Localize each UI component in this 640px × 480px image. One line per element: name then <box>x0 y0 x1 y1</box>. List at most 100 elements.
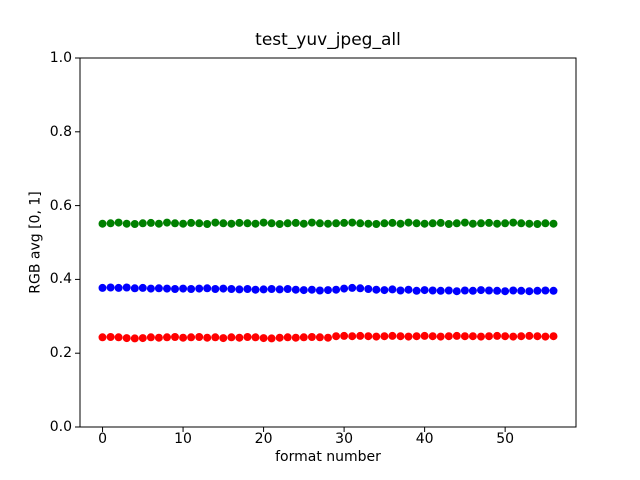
data-point-blue <box>517 286 526 295</box>
data-point-green <box>154 219 163 228</box>
data-point-blue <box>291 285 300 294</box>
data-point-red <box>195 333 204 341</box>
data-point-green <box>541 219 550 228</box>
data-point-red <box>291 333 300 342</box>
data-point-green <box>307 218 316 227</box>
data-point-green <box>283 219 292 228</box>
x-tick-label: 50 <box>496 431 515 447</box>
x-tick-label: 20 <box>254 431 273 447</box>
data-point-green <box>533 220 542 228</box>
data-point-red <box>485 332 493 341</box>
data-point-green <box>324 219 332 228</box>
data-point-red <box>388 331 397 340</box>
data-point-green <box>468 219 477 228</box>
data-point-blue <box>460 286 469 295</box>
data-point-green <box>291 218 300 227</box>
x-tick-label: 0 <box>98 431 107 447</box>
data-point-green <box>130 220 139 228</box>
data-point-green <box>380 219 389 228</box>
x-axis-label: format number <box>275 449 381 465</box>
data-point-green <box>356 219 365 228</box>
data-point-green <box>412 219 421 228</box>
data-point-red <box>259 334 268 343</box>
data-point-green <box>420 219 429 228</box>
data-point-red <box>122 334 131 343</box>
data-point-red <box>509 332 518 341</box>
data-point-blue <box>404 285 413 294</box>
data-point-red <box>187 333 196 342</box>
data-point-blue <box>227 285 236 293</box>
data-point-blue <box>275 285 284 294</box>
data-point-red <box>356 331 365 340</box>
data-point-blue <box>283 285 292 293</box>
data-point-blue <box>356 284 365 293</box>
data-point-blue <box>372 285 381 294</box>
data-point-red <box>324 333 332 342</box>
y-tick-label: 0.4 <box>49 271 72 288</box>
data-point-red <box>227 333 236 342</box>
data-point-red <box>98 333 107 342</box>
data-point-blue <box>251 285 260 294</box>
data-point-blue <box>130 284 139 293</box>
data-point-blue <box>332 285 341 294</box>
data-point-blue <box>98 283 107 292</box>
data-point-blue <box>267 285 276 293</box>
data-point-blue <box>315 286 324 295</box>
data-point-red <box>460 332 469 341</box>
y-tick-label: 1.0 <box>49 50 72 66</box>
data-point-green <box>251 219 260 228</box>
data-point-green <box>106 219 115 228</box>
data-point-blue <box>299 286 308 295</box>
data-point-blue <box>146 284 155 293</box>
data-point-blue <box>211 285 220 293</box>
data-point-blue <box>171 285 179 293</box>
data-point-green <box>227 219 236 228</box>
data-point-green <box>436 218 445 227</box>
data-point-green <box>428 219 437 228</box>
data-point-green <box>219 219 228 228</box>
data-point-blue <box>324 286 332 295</box>
data-point-green <box>299 219 308 228</box>
data-point-red <box>428 332 437 341</box>
data-point-green <box>163 218 171 227</box>
data-point-green <box>195 219 204 228</box>
data-point-green <box>138 219 147 228</box>
data-point-blue <box>452 287 461 296</box>
data-point-blue <box>235 285 244 294</box>
axes-spines <box>79 57 577 428</box>
chart-title: test_yuv_jpeg_all <box>255 30 401 50</box>
data-point-blue <box>307 285 316 294</box>
data-point-red <box>267 334 276 343</box>
data-point-blue <box>219 284 228 293</box>
data-point-green <box>444 220 453 228</box>
data-point-blue <box>195 284 204 293</box>
data-point-blue <box>122 283 131 292</box>
data-point-blue <box>412 286 421 295</box>
data-point-red <box>493 331 502 340</box>
data-point-red <box>235 333 244 342</box>
data-point-red <box>114 333 123 342</box>
data-point-green <box>477 219 485 228</box>
data-point-red <box>211 333 220 342</box>
data-point-blue <box>477 286 485 295</box>
data-point-green <box>332 219 341 228</box>
data-point-red <box>332 332 341 341</box>
data-point-red <box>315 333 324 342</box>
data-point-red <box>179 333 188 342</box>
data-point-green <box>348 218 357 227</box>
data-point-red <box>251 333 260 342</box>
data-point-green <box>122 219 131 228</box>
data-point-blue <box>396 286 405 295</box>
data-point-green <box>388 218 397 227</box>
data-point-green <box>235 218 244 227</box>
data-point-green <box>243 219 252 228</box>
data-point-red <box>154 333 163 342</box>
data-point-blue <box>549 286 558 295</box>
data-point-red <box>348 332 357 341</box>
data-point-blue <box>114 283 123 292</box>
data-point-blue <box>259 285 268 294</box>
y-tick-label: 0.8 <box>49 123 72 140</box>
data-point-red <box>146 333 155 342</box>
data-point-blue <box>436 286 445 295</box>
